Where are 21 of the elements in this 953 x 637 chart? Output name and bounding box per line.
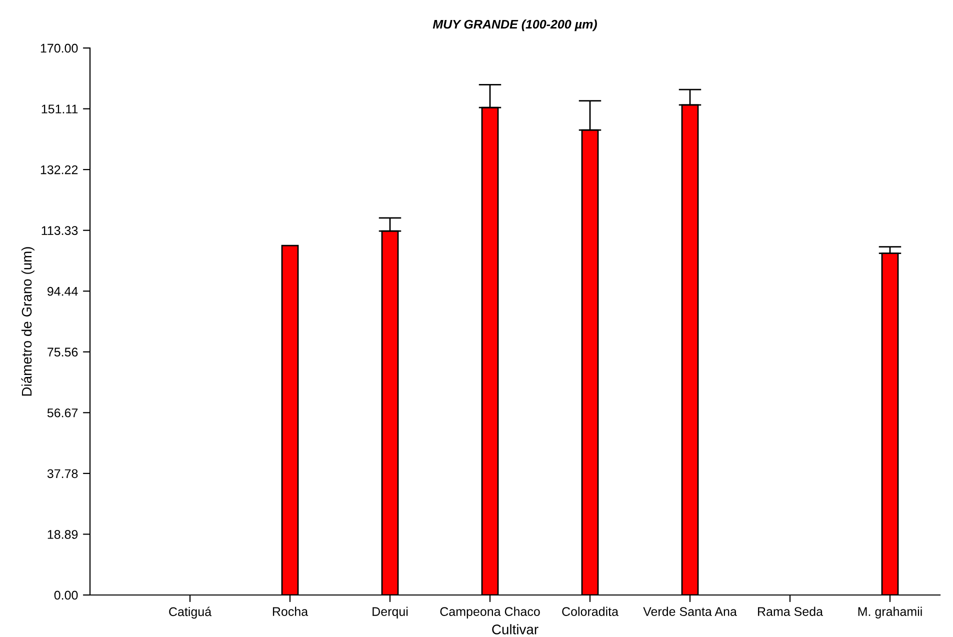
x-tick-label: Derqui	[372, 606, 408, 618]
y-tick-label: 18.89	[48, 530, 78, 539]
x-tick-label: Campeona Chaco	[440, 606, 540, 618]
x-tick-label: Verde Santa Ana	[643, 606, 737, 616]
y-tick-label: 0.00	[54, 590, 78, 600]
y-tick-label: 94.44	[48, 286, 78, 296]
x-tick-label: Rama Seda	[758, 606, 824, 616]
x-tick-label: Rocha	[272, 606, 308, 616]
y-axis-title: Diámetro de Grano (um)	[21, 247, 34, 396]
y-tick-label: 37.78	[47, 469, 78, 478]
y-tick-label: 132.22	[40, 165, 78, 174]
x-axis-title: Cultivar	[492, 624, 538, 634]
x-tick-label: Catiguá	[169, 606, 212, 619]
y-tick-label: 113.33	[42, 226, 78, 235]
y-tick-label: 75.56	[48, 348, 78, 357]
y-tick-label: 170.00	[40, 44, 78, 53]
x-tick-label: Coloradita	[562, 606, 618, 616]
x-tick-label: M. grahamii	[858, 606, 922, 618]
chart-title: MUY GRANDE (100-200 µm)	[432, 19, 597, 32]
y-tick-label: 151.11	[42, 104, 78, 114]
y-tick-label: 56.67	[47, 408, 78, 418]
